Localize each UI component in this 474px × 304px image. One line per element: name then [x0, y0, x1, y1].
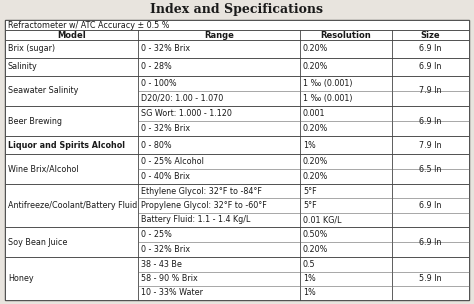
Text: 6.9 In: 6.9 In: [419, 62, 442, 71]
Text: 0.50%: 0.50%: [303, 230, 328, 239]
Text: 1%: 1%: [303, 140, 316, 150]
Text: 5.9 In: 5.9 In: [419, 274, 442, 283]
Text: 0.001: 0.001: [303, 109, 326, 118]
Text: Wine Brix/Alcohol: Wine Brix/Alcohol: [8, 164, 79, 174]
Text: D20/20: 1.00 - 1.070: D20/20: 1.00 - 1.070: [141, 94, 223, 103]
Text: Salinity: Salinity: [8, 62, 38, 71]
Text: 1 ‰ (0.001): 1 ‰ (0.001): [303, 94, 353, 103]
Text: Range: Range: [204, 30, 234, 40]
Text: 0.20%: 0.20%: [303, 157, 328, 166]
Text: 0.20%: 0.20%: [303, 44, 328, 54]
Bar: [5, 30, 469, 40]
Text: 5°F: 5°F: [303, 201, 317, 210]
Text: 38 - 43 Be: 38 - 43 Be: [141, 260, 182, 269]
Text: 0.20%: 0.20%: [303, 245, 328, 254]
Text: 10 - 33% Water: 10 - 33% Water: [141, 288, 203, 297]
Text: 6.9 In: 6.9 In: [419, 44, 442, 54]
Text: Battery Fluid: 1.1 - 1.4 Kg/L: Battery Fluid: 1.1 - 1.4 Kg/L: [141, 215, 250, 224]
Text: 0 - 32% Brix: 0 - 32% Brix: [141, 124, 190, 133]
Text: Model: Model: [57, 30, 86, 40]
Text: 0.01 KG/L: 0.01 KG/L: [303, 215, 341, 224]
Text: 0 - 25%: 0 - 25%: [141, 230, 172, 239]
Text: Liquor and Spirits Alcohol: Liquor and Spirits Alcohol: [8, 140, 125, 150]
Text: 58 - 90 % Brix: 58 - 90 % Brix: [141, 274, 198, 283]
Text: 0 - 32% Brix: 0 - 32% Brix: [141, 245, 190, 254]
Text: Antifreeze/Coolant/Battery Fluid: Antifreeze/Coolant/Battery Fluid: [8, 201, 137, 210]
Bar: [5, 20, 469, 30]
Text: 6.9 In: 6.9 In: [419, 238, 442, 247]
Text: Brix (sugar): Brix (sugar): [8, 44, 55, 54]
Text: 0 - 28%: 0 - 28%: [141, 62, 172, 71]
Bar: [5, 257, 469, 300]
Text: 1%: 1%: [303, 288, 316, 297]
Text: 7.9 In: 7.9 In: [419, 140, 442, 150]
Text: Ethylene Glycol: 32°F to -84°F: Ethylene Glycol: 32°F to -84°F: [141, 187, 262, 196]
Text: 1%: 1%: [303, 274, 316, 283]
Text: 0 - 100%: 0 - 100%: [141, 79, 177, 88]
Text: 0 - 25% Alcohol: 0 - 25% Alcohol: [141, 157, 204, 166]
Text: Beer Brewing: Beer Brewing: [8, 116, 62, 126]
Text: 0.5: 0.5: [303, 260, 316, 269]
Text: 5°F: 5°F: [303, 187, 317, 196]
Text: Propylene Glycol: 32°F to -60°F: Propylene Glycol: 32°F to -60°F: [141, 201, 267, 210]
Text: 6.5 In: 6.5 In: [419, 164, 442, 174]
Text: Resolution: Resolution: [320, 30, 371, 40]
Text: 0.20%: 0.20%: [303, 124, 328, 133]
Text: 0.20%: 0.20%: [303, 172, 328, 181]
Bar: [5, 58, 469, 76]
Text: 7.9 In: 7.9 In: [419, 86, 442, 95]
Text: Index and Specifications: Index and Specifications: [151, 4, 323, 16]
Text: 0 - 40% Brix: 0 - 40% Brix: [141, 172, 190, 181]
Text: 1 ‰ (0.001): 1 ‰ (0.001): [303, 79, 353, 88]
Text: 6.9 In: 6.9 In: [419, 116, 442, 126]
Bar: [5, 106, 469, 136]
Text: 6.9 In: 6.9 In: [419, 201, 442, 210]
Bar: [5, 227, 469, 257]
Text: Seawater Salinity: Seawater Salinity: [8, 86, 78, 95]
Bar: [5, 136, 469, 154]
Text: 0.20%: 0.20%: [303, 62, 328, 71]
Text: Honey: Honey: [8, 274, 34, 283]
Bar: [5, 184, 469, 227]
Bar: [5, 40, 469, 58]
Text: SG Wort: 1.000 - 1.120: SG Wort: 1.000 - 1.120: [141, 109, 232, 118]
Bar: [5, 76, 469, 106]
Bar: [5, 154, 469, 184]
Text: Refractometer w/ ATC Accuracy ± 0.5 %: Refractometer w/ ATC Accuracy ± 0.5 %: [8, 20, 170, 29]
Text: Size: Size: [421, 30, 440, 40]
Text: 0 - 80%: 0 - 80%: [141, 140, 172, 150]
Text: 0 - 32% Brix: 0 - 32% Brix: [141, 44, 190, 54]
Text: Soy Bean Juice: Soy Bean Juice: [8, 238, 67, 247]
